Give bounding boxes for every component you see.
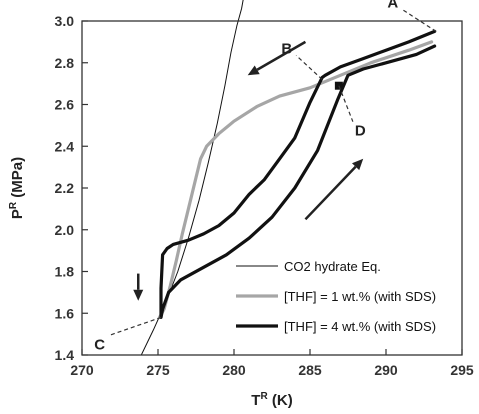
x-tick-label: 270 bbox=[70, 362, 94, 378]
legend-label-co2-eq: CO2 hydrate Eq. bbox=[284, 259, 381, 274]
y-tick-label: 1.6 bbox=[55, 305, 75, 321]
arrow-cooling-shaft bbox=[256, 40, 307, 71]
x-tick-label: 295 bbox=[450, 362, 474, 378]
annotation-leader-c bbox=[108, 316, 162, 336]
series-line-co2-eq bbox=[140, 0, 244, 355]
plot-frame bbox=[81, 20, 463, 356]
x-tick-label: 275 bbox=[146, 362, 170, 378]
x-tick-label: 290 bbox=[374, 362, 398, 378]
y-tick-label: 2.2 bbox=[55, 180, 75, 196]
y-tick-label: 2.0 bbox=[55, 222, 75, 238]
annotation-label-c: C bbox=[94, 336, 105, 353]
arrow-cooling-head bbox=[247, 65, 260, 76]
x-axis-title: TR (K) bbox=[251, 391, 292, 409]
y-tick-label: 2.6 bbox=[55, 97, 75, 113]
series-line-thf-1 bbox=[157, 40, 434, 319]
y-tick-label: 1.8 bbox=[55, 264, 75, 280]
y-tick-label: 3.0 bbox=[55, 13, 75, 29]
annotation-label-b: B bbox=[281, 40, 292, 57]
y-tick-label: 2.4 bbox=[55, 138, 75, 154]
y-tick-label: 2.8 bbox=[55, 55, 75, 71]
annotation-label-a: A bbox=[387, 0, 398, 11]
y-axis-title: PR (MPa) bbox=[8, 157, 26, 219]
series-line-thf-4 bbox=[159, 29, 437, 319]
legend-label-thf-1: [THF] = 1 wt.% (with SDS) bbox=[284, 289, 436, 304]
x-tick-label: 285 bbox=[298, 362, 322, 378]
x-tick-label: 280 bbox=[222, 362, 246, 378]
arrow-heating-shaft bbox=[304, 165, 357, 221]
annotation-leader-b bbox=[295, 55, 323, 80]
legend: CO2 hydrate Eq. [THF] = 1 wt.% (with SDS… bbox=[236, 259, 436, 334]
arrow-heating-head bbox=[351, 158, 364, 171]
annotation-label-d: D bbox=[355, 123, 366, 140]
legend-label-thf-4: [THF] = 4 wt.% (with SDS) bbox=[284, 319, 436, 334]
y-tick-label: 1.4 bbox=[55, 347, 75, 363]
arrow-down-head bbox=[133, 289, 144, 301]
